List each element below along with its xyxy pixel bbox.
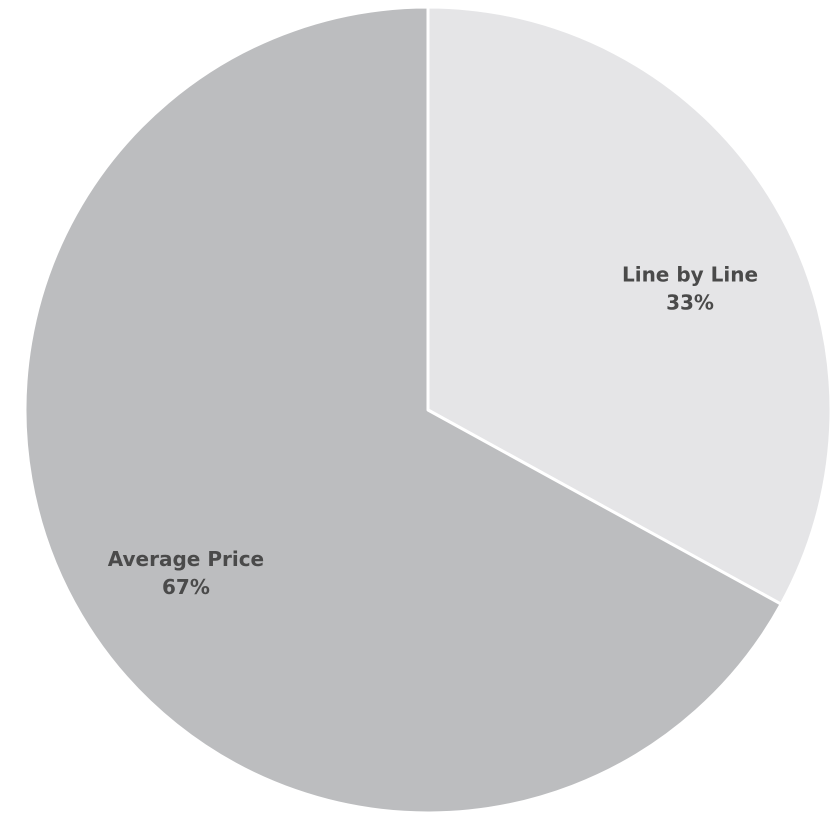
slice-name-label: Average Price <box>108 547 264 571</box>
pie-slice-average-price <box>23 5 783 814</box>
pie-labels: Line by Line 33% Average Price 67% <box>108 262 758 599</box>
pie-label-line-by-line: Line by Line 33% <box>622 262 758 314</box>
slice-percent-label: 67% <box>162 575 210 599</box>
pie-slice-line-by-line <box>426 5 830 606</box>
pie-slices <box>23 5 830 814</box>
slice-name-label: Line by Line <box>622 262 758 286</box>
pie-label-average-price: Average Price 67% <box>108 547 264 599</box>
slice-percent-label: 33% <box>666 290 714 314</box>
